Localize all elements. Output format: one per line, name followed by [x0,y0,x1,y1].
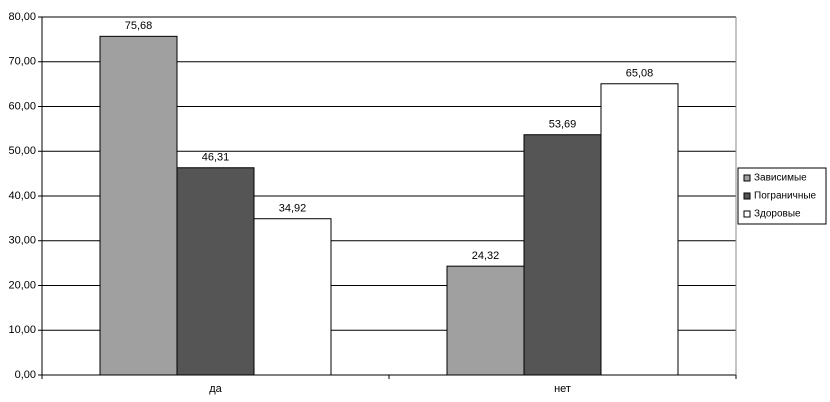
bar [176,167,255,376]
value-label: 34,92 [279,203,307,215]
bar [253,218,332,376]
legend-swatch [743,210,751,218]
bar [600,83,679,376]
legend-swatch [743,192,751,200]
y-tick-label: 40,00 [8,190,36,202]
y-tick-label: 0,00 [15,369,36,381]
value-label: 65,08 [626,68,654,80]
x-tick-label: да [209,383,222,395]
legend-label: Здоровые [754,209,801,220]
y-tick-label: 20,00 [8,279,36,291]
value-label: 53,69 [549,119,577,131]
y-tick-label: 50,00 [8,145,36,157]
legend-swatch [743,174,751,182]
value-label: 46,31 [202,152,230,164]
value-label: 24,32 [472,250,500,262]
y-tick-label: 60,00 [8,100,36,112]
x-tick-label: нет [554,383,571,395]
bar [523,134,602,376]
legend-label: Зависимые [754,173,807,184]
y-tick-label: 30,00 [8,235,36,247]
bar [446,265,525,376]
value-label: 75,68 [125,20,153,32]
y-tick-label: 70,00 [8,56,36,68]
y-tick-label: 10,00 [8,324,36,336]
bar [99,35,178,376]
y-tick-label: 80,00 [8,11,36,23]
legend-box [737,167,827,225]
legend-label: Пограничные [754,191,817,202]
